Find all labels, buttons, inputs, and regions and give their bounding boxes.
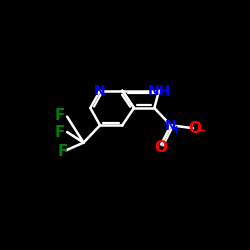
Text: F: F bbox=[55, 126, 66, 140]
Text: N: N bbox=[94, 84, 106, 98]
Text: N: N bbox=[165, 119, 176, 133]
Text: −: − bbox=[196, 125, 206, 138]
Text: F: F bbox=[58, 144, 68, 159]
Text: O: O bbox=[154, 140, 168, 155]
Text: F: F bbox=[55, 108, 66, 123]
Text: O: O bbox=[188, 121, 202, 136]
Text: +: + bbox=[172, 125, 181, 135]
Text: NH: NH bbox=[148, 84, 171, 98]
